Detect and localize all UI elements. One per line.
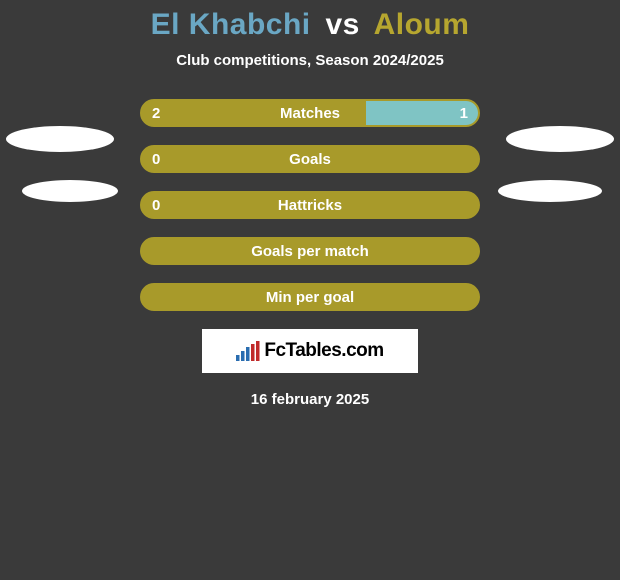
subtitle: Club competitions, Season 2024/2025	[0, 52, 620, 69]
logo-bars-icon	[236, 341, 260, 361]
date-text: 16 february 2025	[0, 391, 620, 408]
stat-bar: Goals0	[140, 145, 480, 173]
stat-value-left: 0	[152, 147, 160, 171]
stat-bar: Goals per match	[140, 237, 480, 265]
stat-value-left: 2	[152, 101, 160, 125]
stat-value-left: 0	[152, 193, 160, 217]
stats-area: Matches21Goals0Hattricks0Goals per match…	[0, 99, 620, 311]
stat-value-right: 1	[460, 101, 468, 125]
player2-name: Aloum	[374, 8, 470, 41]
stat-bar-left	[142, 239, 478, 263]
stat-row: Goals0	[0, 145, 620, 173]
page-title: El Khabchi vs Aloum	[0, 8, 620, 42]
stat-row: Hattricks0	[0, 191, 620, 219]
vs-text: vs	[325, 8, 359, 41]
stat-bar: Min per goal	[140, 283, 480, 311]
stat-bar-left	[142, 101, 366, 125]
logo-box: FcTables.com	[202, 329, 418, 373]
stat-bar: Hattricks0	[140, 191, 480, 219]
stat-bar-left	[142, 193, 478, 217]
stat-bar: Matches21	[140, 99, 480, 127]
stat-row: Goals per match	[0, 237, 620, 265]
logo-text: FcTables.com	[264, 340, 383, 362]
stat-bar-left	[142, 285, 478, 309]
stat-row: Min per goal	[0, 283, 620, 311]
comparison-infographic: El Khabchi vs Aloum Club competitions, S…	[0, 0, 620, 580]
player1-name: El Khabchi	[151, 8, 311, 41]
stat-bar-left	[142, 147, 478, 171]
stat-row: Matches21	[0, 99, 620, 127]
